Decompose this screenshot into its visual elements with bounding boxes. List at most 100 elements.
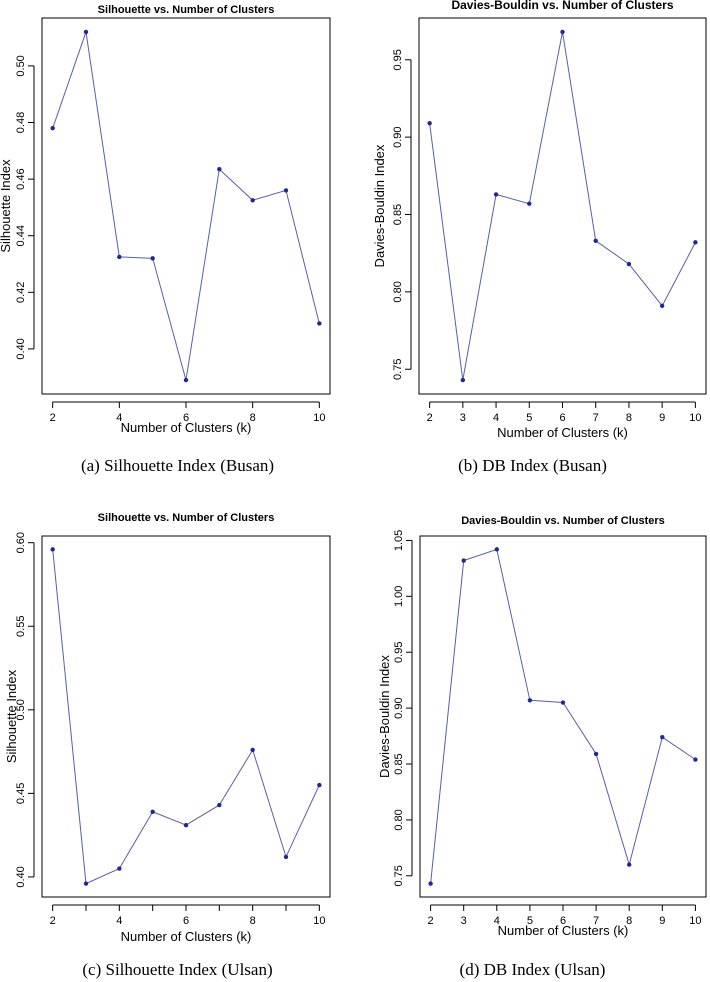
y-tick-label: 0.40 (15, 338, 27, 359)
y-tick-label: 0.40 (15, 866, 27, 887)
data-point (83, 881, 89, 886)
x-tick-label: 5 (526, 412, 532, 424)
plot-frame (41, 535, 331, 898)
x-tick-label: 6 (560, 915, 566, 927)
x-tick-label: 6 (559, 412, 565, 424)
chart-2: Silhouette vs. Number of Clusters 2 4 6 8 10 0… (4, 512, 331, 944)
y-tick-label: 0.50 (15, 699, 27, 720)
x-tick-label: 10 (313, 412, 325, 424)
data-point (50, 547, 55, 552)
y-axis-label: Davies-Bouldin Index (372, 144, 387, 267)
y-tick-label: 0.44 (15, 225, 27, 246)
chart-title: Silhouette vs. Number of Clusters (98, 512, 275, 524)
series-line (52, 31, 320, 381)
x-tick-label: 2 (427, 412, 433, 424)
series-line (430, 548, 696, 884)
data-point (117, 254, 122, 260)
data-point (250, 198, 255, 203)
data-point (50, 125, 55, 131)
data-point (693, 757, 698, 762)
y-tick-label: 0.80 (392, 281, 404, 302)
y-tick-label: 0.55 (15, 616, 27, 637)
y-tick-label: 0.42 (15, 282, 27, 303)
plot-frame (419, 535, 707, 898)
data-point (183, 377, 189, 383)
y-axis-label: Silhouette Index (0, 159, 13, 253)
data-point (560, 700, 566, 705)
data-point (217, 802, 222, 808)
y-tick-label: 0.95 (393, 642, 405, 663)
data-point (183, 822, 189, 828)
data-point (427, 121, 432, 126)
data-point (493, 192, 499, 197)
series-line (429, 31, 696, 381)
data-point (593, 238, 598, 244)
data-point (626, 261, 632, 267)
y-tick-label: 0.46 (15, 168, 27, 189)
plot-frame (41, 17, 331, 395)
plot-frame (418, 17, 707, 395)
data-point (660, 734, 665, 740)
x-tick-label: 6 (183, 412, 189, 424)
x-tick-label: 9 (659, 915, 665, 927)
data-point (250, 747, 255, 753)
data-point (560, 29, 565, 35)
y-tick-label: 0.90 (393, 697, 405, 718)
x-axis-label: Number of Clusters (k) (497, 425, 628, 440)
y-tick-label: 0.95 (392, 49, 404, 70)
y-tick-label: 0.75 (393, 865, 405, 886)
caption-b: (b) DB Index (Busan) (458, 456, 607, 475)
data-point (217, 167, 222, 172)
x-axis-label: Number of Clusters (k) (498, 923, 629, 938)
data-point (283, 188, 289, 193)
data-point (593, 751, 599, 757)
data-point (150, 256, 155, 261)
x-tick-label: 2 (50, 915, 56, 927)
data-point (428, 881, 433, 886)
data-point (627, 862, 632, 867)
y-tick-label: 0.85 (392, 204, 404, 225)
x-tick-label: 4 (493, 412, 499, 424)
data-point (659, 303, 665, 309)
chart-title: Davies-Bouldin vs. Number of Clusters (451, 0, 673, 12)
y-tick-label: 1.00 (393, 586, 405, 607)
x-tick-label: 8 (250, 915, 256, 927)
x-tick-label: 8 (626, 412, 632, 424)
chart-1: Davies-Bouldin vs. Number of Clusters 2 3 4… (372, 0, 707, 440)
chart-0: Silhouette vs. Number of Clusters 2 4 6 8 10 0… (0, 4, 331, 435)
data-point (693, 240, 698, 245)
series-line (52, 549, 320, 885)
data-point (460, 377, 466, 383)
x-tick-label: 3 (460, 412, 466, 424)
x-tick-label: 6 (183, 915, 189, 927)
data-point (527, 698, 533, 703)
y-tick-label: 1.05 (393, 530, 405, 551)
data-point (283, 854, 289, 860)
data-point (117, 866, 122, 871)
x-tick-label: 2 (428, 915, 434, 927)
y-axis-label: Silhouette Index (4, 669, 19, 763)
data-point (317, 321, 322, 326)
data-point (83, 29, 89, 35)
x-tick-label: 9 (659, 412, 665, 424)
x-tick-label: 4 (116, 915, 122, 927)
y-tick-label: 0.48 (15, 112, 27, 133)
y-axis-label: Davies-Bouldin Index (377, 655, 392, 778)
chart-title: Davies-Bouldin vs. Number of Clusters (461, 515, 665, 527)
y-tick-label: 0.80 (393, 809, 405, 830)
x-tick-label: 7 (593, 412, 599, 424)
x-tick-label: 3 (461, 915, 467, 927)
x-tick-label: 8 (626, 915, 632, 927)
x-tick-label: 7 (593, 915, 599, 927)
x-tick-label: 5 (527, 915, 533, 927)
y-tick-label: 0.85 (393, 753, 405, 774)
x-tick-label: 2 (50, 412, 56, 424)
data-point (317, 782, 322, 788)
y-tick-label: 0.90 (392, 126, 404, 147)
x-tick-label: 10 (689, 915, 701, 927)
chart-title: Silhouette vs. Number of Clusters (98, 4, 275, 16)
data-point (527, 201, 532, 206)
caption-a: (a) Silhouette Index (Busan) (80, 456, 275, 475)
y-tick-label: 0.50 (15, 55, 27, 76)
